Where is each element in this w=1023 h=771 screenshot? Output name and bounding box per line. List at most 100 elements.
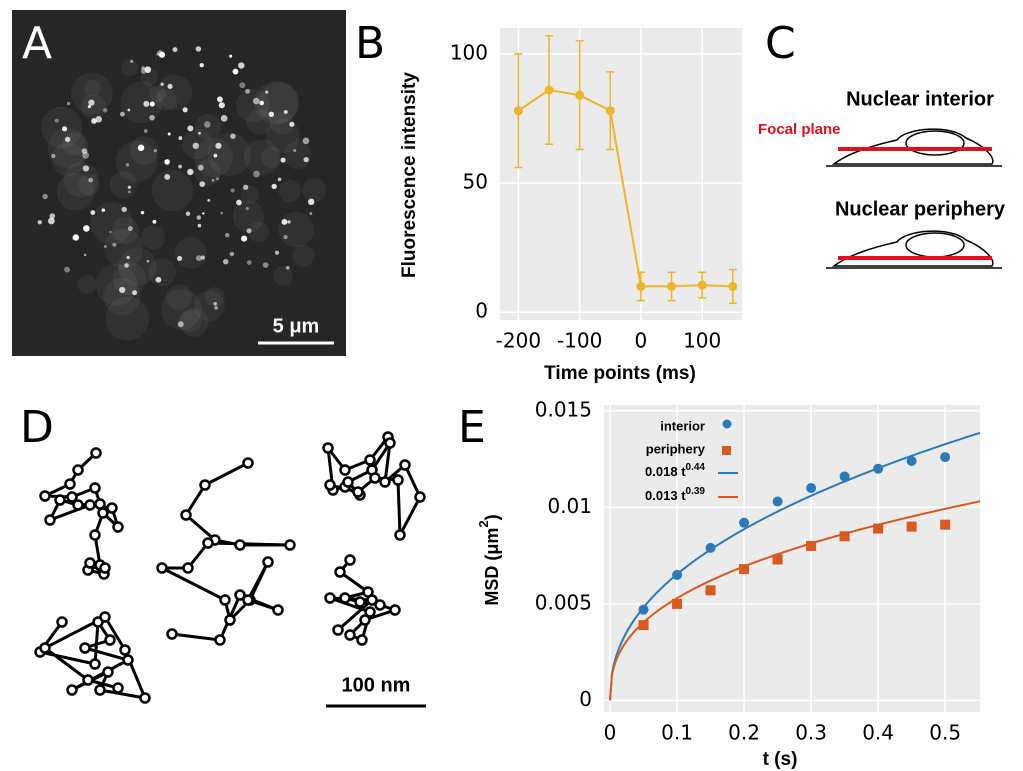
spot bbox=[230, 188, 235, 193]
spot bbox=[303, 156, 309, 163]
data-point bbox=[638, 604, 649, 615]
trajectory-point bbox=[99, 611, 111, 623]
trajectory-point bbox=[339, 592, 351, 604]
data-point bbox=[513, 106, 523, 116]
haze bbox=[160, 289, 202, 330]
haze bbox=[111, 216, 140, 245]
haze bbox=[302, 177, 327, 203]
fit-curve bbox=[609, 500, 981, 701]
data-point bbox=[638, 620, 649, 631]
data-point bbox=[705, 542, 716, 553]
legend-label-text: 0.013 t bbox=[645, 488, 686, 503]
spot bbox=[101, 208, 106, 212]
haze bbox=[149, 85, 167, 103]
spot bbox=[204, 121, 211, 128]
trajectory-point bbox=[112, 682, 124, 694]
haze bbox=[179, 308, 209, 337]
haze bbox=[178, 309, 202, 333]
haze bbox=[270, 111, 295, 135]
data-point bbox=[839, 471, 850, 482]
haze bbox=[47, 127, 89, 169]
trajectory-point bbox=[102, 666, 114, 678]
y-tick-label: 100 bbox=[450, 40, 488, 64]
spot bbox=[253, 170, 260, 178]
spot bbox=[128, 190, 131, 194]
trajectory-point bbox=[89, 658, 101, 670]
data-point bbox=[940, 452, 951, 463]
trajectory-point bbox=[379, 476, 391, 488]
spot bbox=[182, 107, 188, 113]
spot bbox=[172, 47, 178, 53]
microscopy-image bbox=[12, 10, 346, 356]
spot bbox=[229, 251, 235, 257]
spot bbox=[196, 215, 202, 220]
y-axis-label: MSD (μm2) bbox=[476, 514, 501, 605]
spot bbox=[285, 266, 290, 270]
trajectory-point bbox=[234, 589, 246, 601]
trajectory-points bbox=[34, 431, 426, 704]
spot bbox=[220, 211, 224, 215]
spot bbox=[146, 259, 150, 263]
spot bbox=[262, 262, 269, 268]
haze bbox=[166, 284, 193, 311]
legend-label: 0.013 t0.39 bbox=[645, 486, 705, 504]
spot bbox=[95, 116, 103, 123]
trajectory-point bbox=[399, 459, 411, 471]
x-tick-label: 0.3 bbox=[795, 721, 827, 745]
data-point bbox=[672, 598, 683, 609]
legend-label-sup: 0.44 bbox=[686, 462, 706, 473]
spot bbox=[187, 125, 194, 132]
trajectory-point bbox=[94, 684, 106, 696]
trajectory-point bbox=[72, 464, 84, 476]
trajectory-point bbox=[84, 499, 96, 511]
spot bbox=[82, 151, 90, 159]
spot bbox=[143, 100, 150, 107]
trajectory-point bbox=[354, 596, 366, 608]
y-tick-label: 0.01 bbox=[547, 494, 592, 518]
trajectory-point bbox=[262, 556, 274, 568]
data-point bbox=[940, 519, 951, 530]
trajectory-point bbox=[166, 628, 178, 640]
series-line bbox=[517, 88, 733, 288]
spot bbox=[120, 111, 125, 117]
haze bbox=[51, 142, 86, 177]
spot bbox=[143, 129, 148, 133]
trajectory-point bbox=[364, 454, 376, 466]
spot bbox=[88, 99, 95, 106]
spot bbox=[140, 68, 146, 74]
haze bbox=[140, 225, 166, 250]
data-point bbox=[672, 569, 683, 580]
image-spots bbox=[37, 46, 327, 341]
trajectory-point bbox=[344, 554, 356, 566]
data-point bbox=[739, 564, 750, 575]
haze bbox=[248, 221, 270, 243]
spot bbox=[213, 153, 218, 158]
legend-label: interior bbox=[660, 418, 705, 433]
trajectory-point bbox=[324, 479, 336, 491]
spot bbox=[211, 178, 215, 182]
trajectory-point bbox=[106, 502, 118, 514]
y-tick-label: 0 bbox=[579, 687, 592, 711]
x-tick-label: 0.1 bbox=[661, 721, 693, 745]
trajectory-point bbox=[104, 634, 116, 646]
haze bbox=[235, 88, 270, 123]
spot bbox=[127, 185, 132, 189]
spot bbox=[197, 164, 204, 171]
spot bbox=[271, 183, 277, 190]
spot bbox=[245, 206, 249, 211]
spot bbox=[127, 108, 131, 112]
spot bbox=[229, 54, 233, 58]
haze bbox=[80, 94, 106, 120]
data-point bbox=[772, 496, 783, 507]
spot bbox=[48, 217, 55, 225]
haze bbox=[194, 138, 233, 178]
spot bbox=[259, 100, 265, 106]
x-tick-label: 100 bbox=[683, 329, 721, 353]
trajectory-point bbox=[332, 624, 344, 636]
haze bbox=[71, 72, 113, 115]
spot bbox=[232, 68, 239, 75]
haze bbox=[56, 172, 95, 211]
spot bbox=[119, 286, 126, 294]
haze bbox=[278, 179, 302, 203]
trajectory-point bbox=[82, 674, 94, 686]
